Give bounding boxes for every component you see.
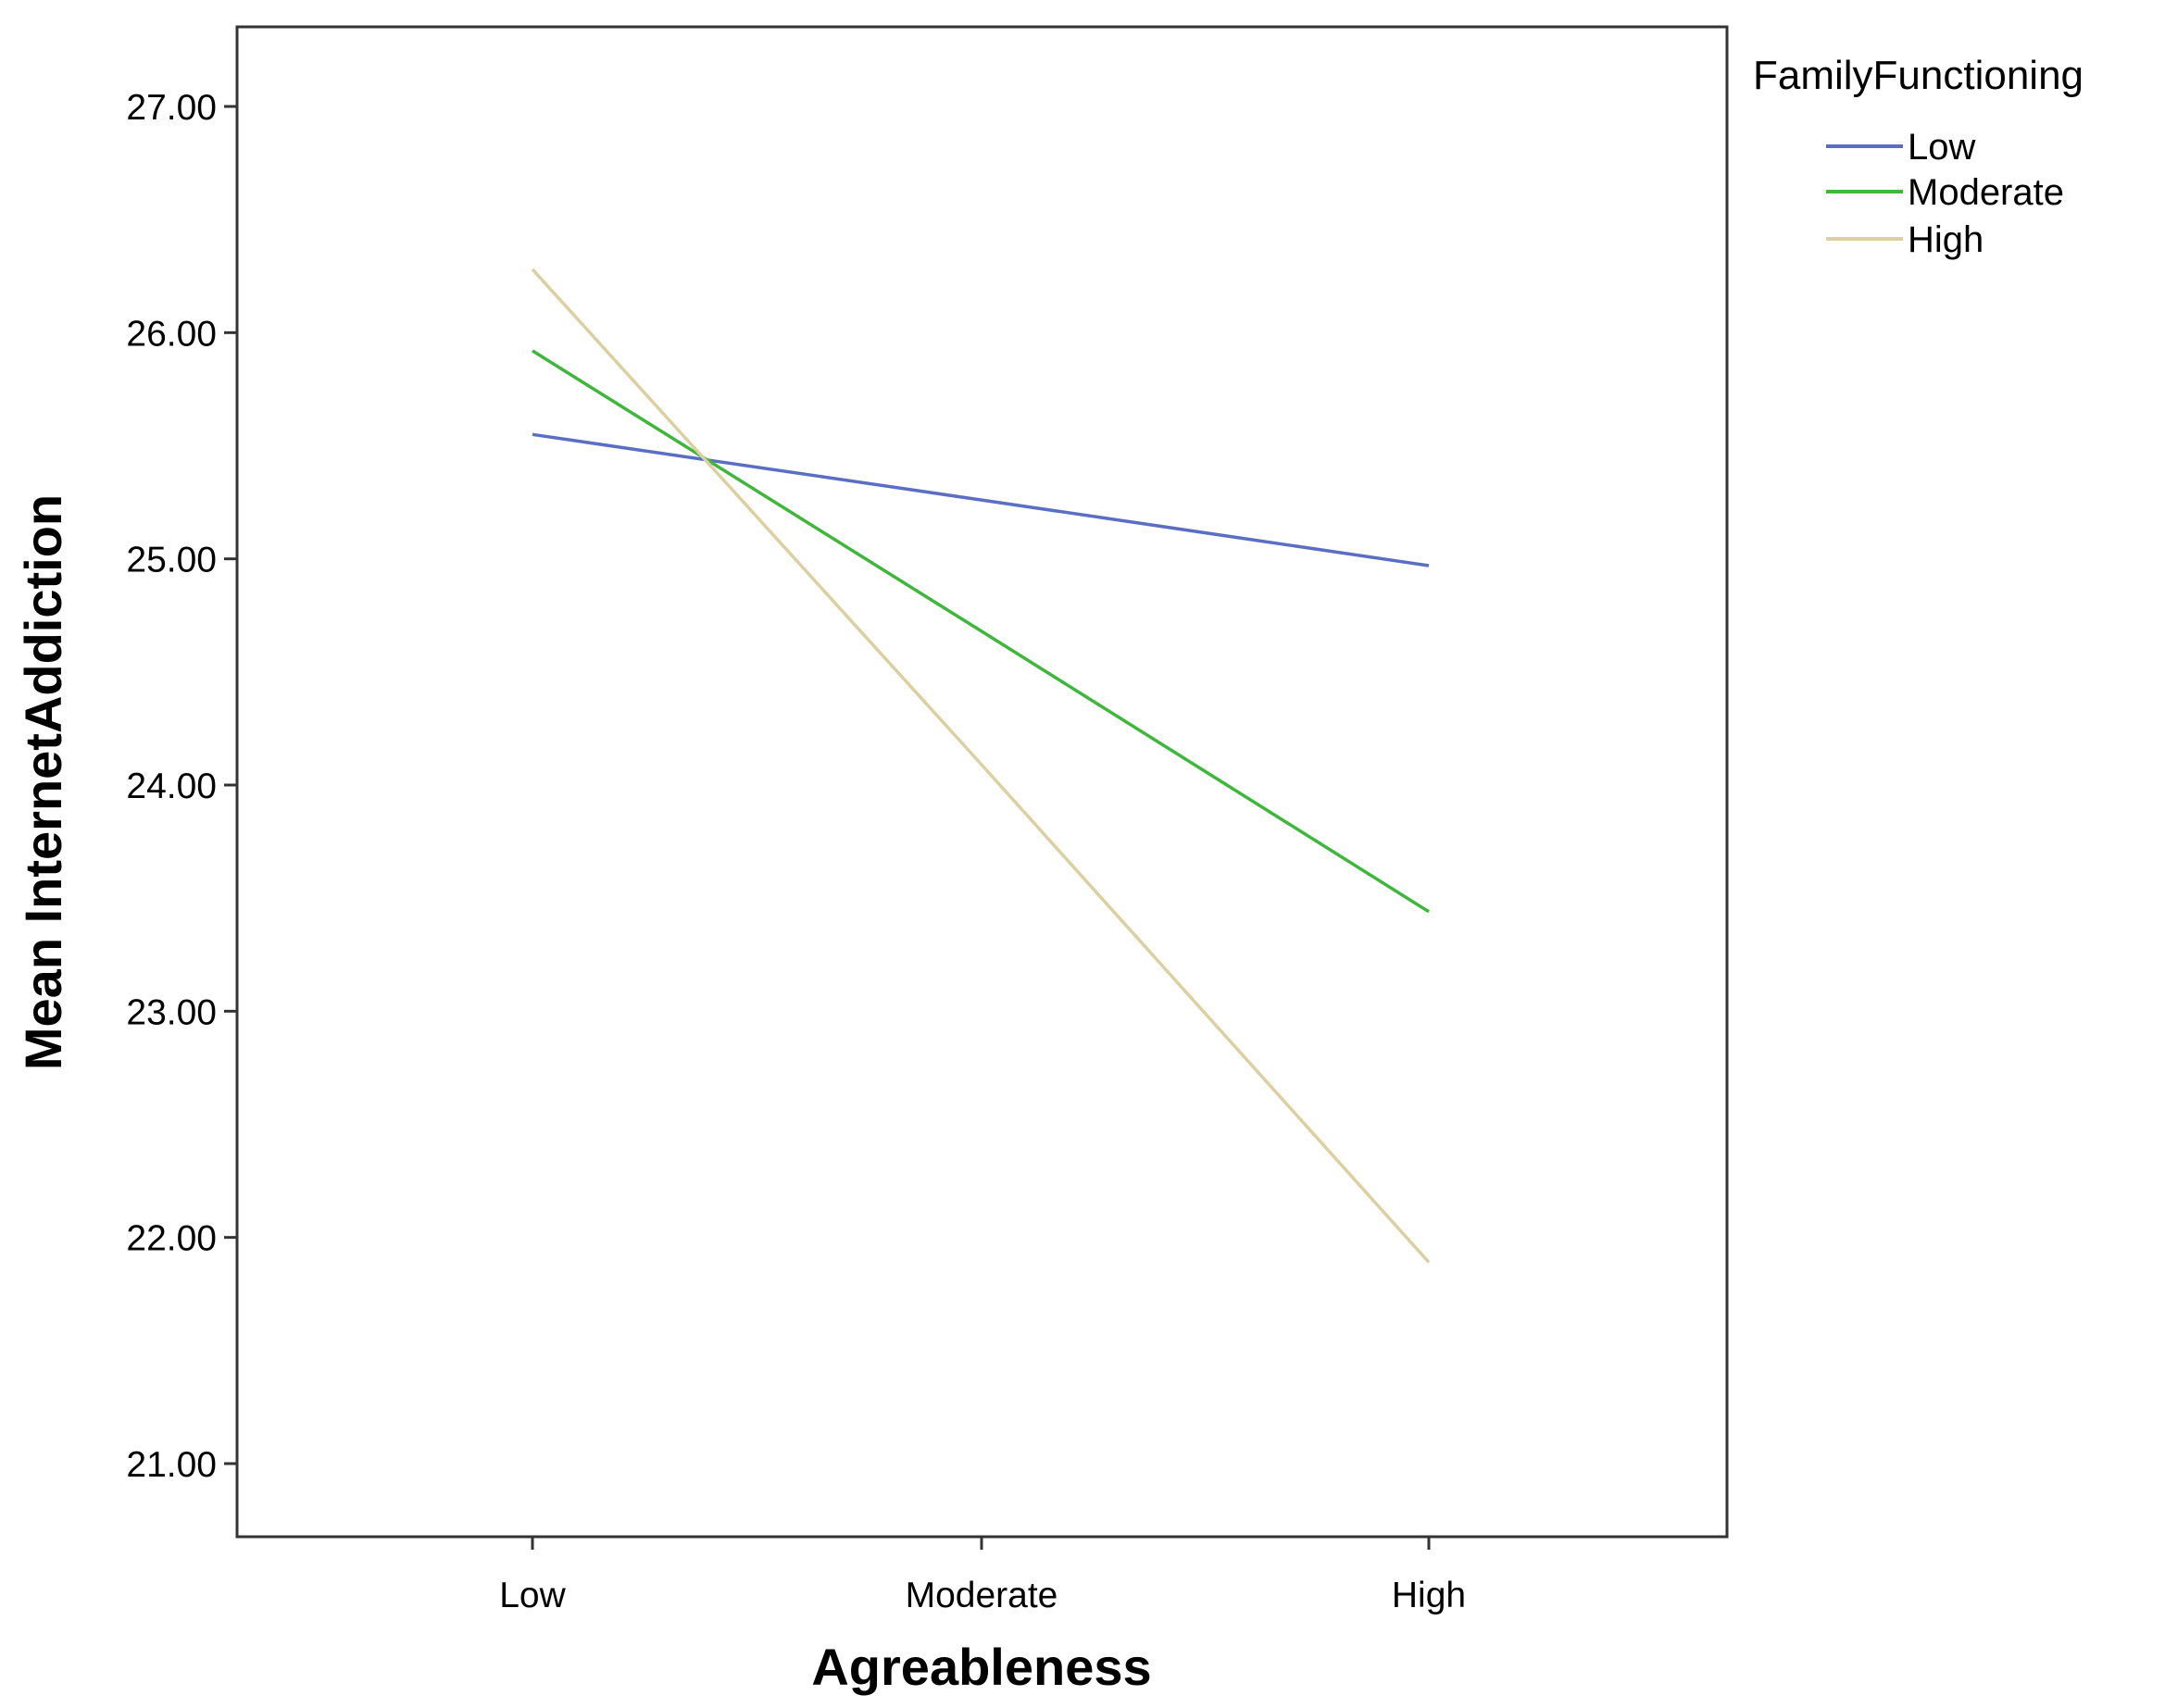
y-tick-label: 23.00 xyxy=(126,992,217,1032)
y-tick-label: 24.00 xyxy=(126,767,217,806)
series-line-moderate xyxy=(532,349,1430,914)
plot-frame xyxy=(235,25,1729,1539)
y-tick-label: 27.00 xyxy=(126,88,217,128)
y-axis-title: Mean InternetAddiction xyxy=(14,494,72,1070)
legend-title: FamilyFunctioning xyxy=(1753,53,2084,98)
x-axis-title: Agreableness xyxy=(811,1638,1151,1696)
legend-label-high: High xyxy=(1908,219,1984,260)
y-tick-label: 26.00 xyxy=(126,314,217,354)
x-axis: Low Moderate High xyxy=(499,1537,1466,1615)
legend-label-low: Low xyxy=(1908,127,1975,168)
legend-label-moderate: Moderate xyxy=(1908,172,2064,213)
x-tick-label: Moderate xyxy=(906,1576,1058,1615)
series-line-low xyxy=(532,432,1430,567)
y-tick-label: 25.00 xyxy=(126,541,217,580)
series-lines xyxy=(531,268,1431,1264)
x-tick-label: High xyxy=(1392,1576,1466,1615)
y-axis: 21.00 22.00 23.00 24.00 25.00 26.00 27.00 xyxy=(126,88,237,1485)
series-line-high xyxy=(531,268,1431,1264)
y-tick-label: 22.00 xyxy=(126,1219,217,1259)
y-tick-label: 21.00 xyxy=(126,1445,217,1485)
x-tick-label: Low xyxy=(499,1576,566,1615)
